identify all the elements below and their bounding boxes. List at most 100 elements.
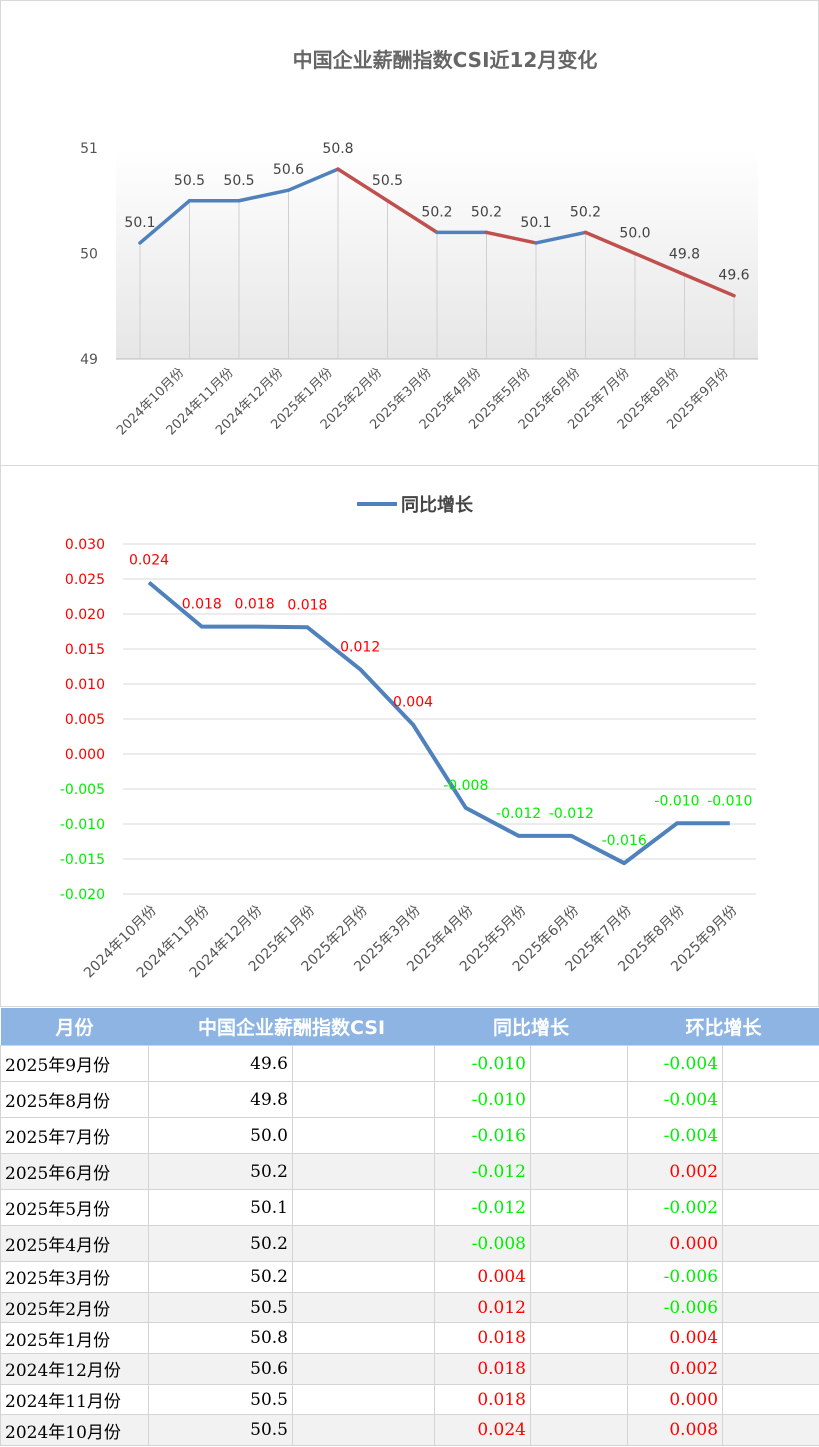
empty-cell: [722, 1189, 819, 1226]
empty-cell: [722, 1414, 819, 1447]
csi-chart-panel: 中国企业薪酬指数CSI近12月变化 49 50 51 50.1 50.5 50.5 50.6…: [0, 0, 819, 466]
empty-cell: [722, 1322, 819, 1355]
y-tick-label: 0.000: [65, 747, 105, 763]
table-row: 2024年11月份 50.5 0.018 0.000: [0, 1383, 819, 1416]
empty-cell: [529, 1261, 629, 1293]
data-label: 50.2: [471, 204, 502, 220]
y-tick-label: 0.015: [65, 642, 105, 658]
empty-cell: [529, 1291, 629, 1324]
yoy-cell: -0.010: [434, 1081, 531, 1118]
header-mom: 环比增长: [627, 1008, 819, 1046]
data-label: 50.6: [273, 162, 304, 178]
empty-cell: [722, 1225, 819, 1262]
csi-data-table: 月份 中国企业薪酬指数CSI 同比增长 环比增长 2025年9月份 49.6 -0.…: [0, 1008, 819, 1447]
mom-cell: 0.004: [627, 1322, 724, 1355]
mom-cell: -0.004: [627, 1081, 724, 1118]
line-segment: [633, 251, 687, 277]
month-cell: 2025年1月份: [0, 1322, 149, 1355]
month-cell: 2025年2月份: [0, 1291, 149, 1324]
line-segment: [534, 230, 588, 245]
empty-cell: [292, 1225, 435, 1262]
y-tick-label: 0.005: [65, 712, 105, 728]
csi-cell: 50.0: [148, 1117, 293, 1154]
y-tick-label: 0.020: [65, 607, 105, 623]
empty-cell: [722, 1261, 819, 1293]
csi-line-chart: 中国企业薪酬指数CSI近12月变化 49 50 51 50.1 50.5 50.5 50.6…: [80, 48, 758, 439]
mom-cell: 0.002: [627, 1153, 724, 1190]
yoy-cell: -0.012: [434, 1189, 531, 1226]
empty-cell: [292, 1261, 435, 1293]
y-tick-label: 0.010: [65, 677, 105, 693]
empty-cell: [529, 1117, 629, 1154]
data-label: 49.8: [669, 247, 700, 263]
empty-cell: [529, 1081, 629, 1118]
empty-cell: [292, 1414, 435, 1447]
empty-cell: [292, 1383, 435, 1416]
data-label: 50.5: [372, 173, 403, 189]
table-row: 2025年1月份 50.8 0.018 0.004: [0, 1322, 819, 1355]
data-label: -0.010: [654, 793, 699, 809]
line-segment: [484, 230, 538, 245]
line-segment: [583, 230, 637, 256]
table-row: 2025年8月份 49.8 -0.010 -0.004: [0, 1081, 819, 1118]
legend-label: 同比增长: [401, 494, 474, 516]
table-row: 2025年2月份 50.5 0.012 -0.006: [0, 1291, 819, 1324]
y-tick-label: -0.020: [60, 887, 105, 903]
mom-cell: -0.006: [627, 1261, 724, 1293]
data-label: 50.1: [124, 215, 155, 231]
header-yoy: 同比增长: [434, 1008, 628, 1046]
data-label: -0.016: [602, 833, 647, 849]
y-tick-label: 49: [80, 352, 98, 368]
empty-cell: [722, 1291, 819, 1324]
yoy-cell: -0.012: [434, 1153, 531, 1190]
empty-cell: [529, 1322, 629, 1355]
header-csi: 中国企业薪酬指数CSI: [148, 1008, 435, 1046]
yoy-line-chart: 同比增长 0.030 0.025 0.020 0.015 0.010 0.005 0.000…: [60, 494, 756, 981]
yoy-cell: 0.018: [434, 1383, 531, 1416]
csi-cell: 50.1: [148, 1189, 293, 1226]
month-cell: 2025年7月份: [0, 1117, 149, 1154]
csi-cell: 50.2: [148, 1153, 293, 1190]
empty-cell: [529, 1383, 629, 1416]
table-row: 2025年9月份 49.6 -0.010 -0.004: [0, 1045, 819, 1082]
header-month: 月份: [0, 1008, 149, 1046]
line-segment: [336, 167, 390, 203]
yoy-cell: 0.004: [434, 1261, 531, 1293]
yoy-chart-panel: 同比增长 0.030 0.025 0.020 0.015 0.010 0.005 0.000…: [0, 465, 819, 1007]
csi-cell: 50.6: [148, 1353, 293, 1385]
empty-cell: [529, 1045, 629, 1082]
data-label: 0.018: [287, 597, 327, 613]
data-label: 49.6: [718, 268, 749, 284]
table-row: 2025年5月份 50.1 -0.012 -0.002: [0, 1189, 819, 1226]
empty-cell: [292, 1117, 435, 1154]
data-label: -0.010: [707, 793, 752, 809]
data-label: 50.5: [223, 173, 254, 189]
data-label: 50.2: [421, 204, 452, 220]
chart-title: 中国企业薪酬指数CSI近12月变化: [293, 48, 598, 72]
month-cell: 2025年3月份: [0, 1261, 149, 1293]
empty-cell: [722, 1153, 819, 1190]
y-tick-label: -0.005: [60, 782, 105, 798]
csi-cell: 50.5: [148, 1291, 293, 1324]
month-cell: 2025年6月份: [0, 1153, 149, 1190]
data-label: 50.2: [570, 204, 601, 220]
yoy-cell: -0.016: [434, 1117, 531, 1154]
line-segment: [286, 167, 340, 192]
empty-cell: [529, 1225, 629, 1262]
mom-cell: -0.004: [627, 1045, 724, 1082]
data-label: 50.8: [322, 141, 353, 157]
month-cell: 2024年12月份: [0, 1353, 149, 1385]
empty-cell: [722, 1045, 819, 1082]
yoy-cell: 0.012: [434, 1291, 531, 1324]
yoy-cell: 0.018: [434, 1322, 531, 1355]
table-row: 2025年3月份 50.2 0.004 -0.006: [0, 1261, 819, 1293]
empty-cell: [529, 1153, 629, 1190]
data-label: -0.008: [443, 778, 488, 794]
csi-cell: 49.6: [148, 1045, 293, 1082]
table-row: 2024年12月份 50.6 0.018 0.002: [0, 1353, 819, 1385]
yoy-cell: -0.008: [434, 1225, 531, 1262]
line-segment: [385, 199, 439, 235]
month-cell: 2025年8月份: [0, 1081, 149, 1118]
table-row: 2025年6月份 50.2 -0.012 0.002: [0, 1153, 819, 1190]
empty-cell: [292, 1291, 435, 1324]
